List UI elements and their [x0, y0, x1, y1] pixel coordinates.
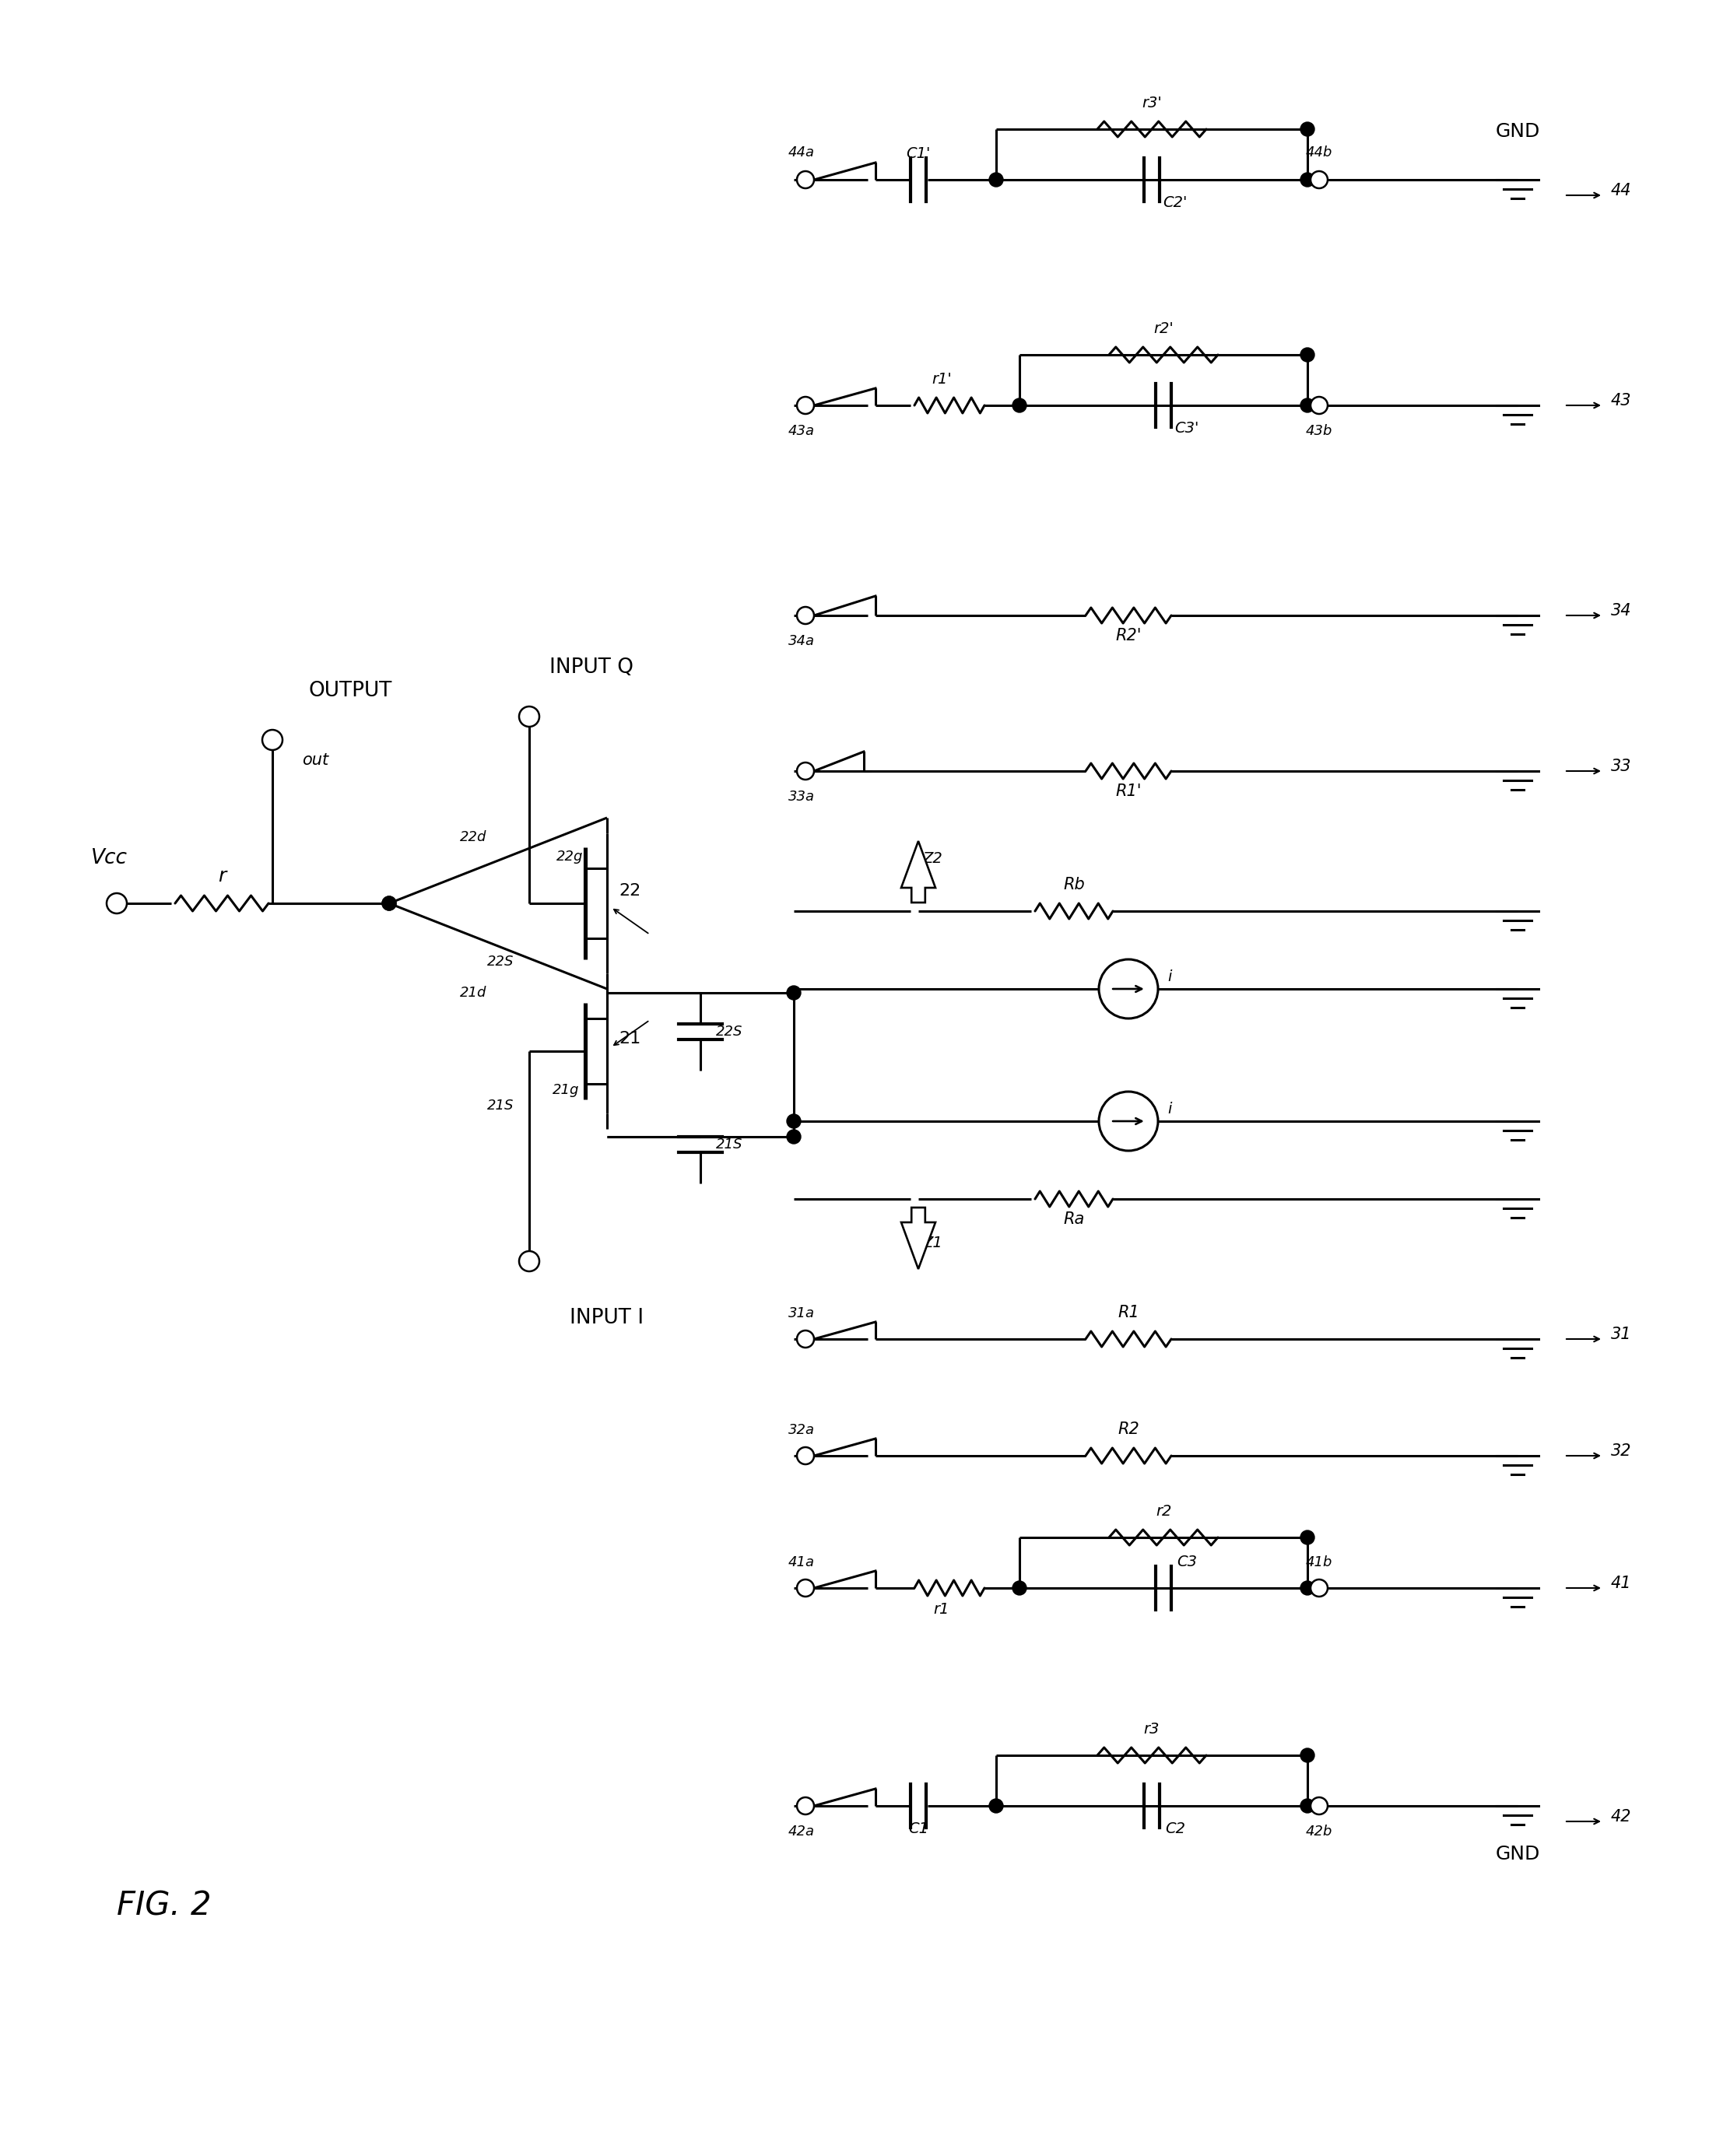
- Text: 42b: 42b: [1306, 1824, 1333, 1839]
- Circle shape: [1311, 397, 1328, 414]
- Text: 21d: 21d: [460, 985, 487, 1000]
- Text: r2': r2': [1154, 321, 1174, 336]
- Text: Z1: Z1: [923, 1235, 942, 1250]
- Text: 44a: 44a: [788, 144, 815, 160]
- Circle shape: [1301, 172, 1314, 188]
- Text: 22S: 22S: [716, 1024, 743, 1039]
- Text: 22S: 22S: [487, 955, 514, 968]
- Circle shape: [1311, 1580, 1328, 1598]
- Text: GND: GND: [1495, 123, 1540, 140]
- Text: 31: 31: [1612, 1326, 1632, 1343]
- Text: C1: C1: [907, 1822, 928, 1837]
- Text: C2': C2': [1162, 196, 1188, 209]
- Circle shape: [796, 397, 813, 414]
- Circle shape: [106, 893, 126, 914]
- Circle shape: [786, 1130, 802, 1143]
- Text: r: r: [217, 867, 226, 886]
- Circle shape: [796, 1447, 813, 1464]
- Text: 41: 41: [1612, 1576, 1632, 1591]
- Text: 42: 42: [1612, 1809, 1632, 1824]
- Text: R2: R2: [1118, 1421, 1140, 1438]
- Circle shape: [990, 1798, 1003, 1813]
- Text: out: out: [302, 752, 328, 768]
- Text: R2': R2': [1116, 627, 1142, 642]
- Text: i: i: [1167, 970, 1172, 985]
- Text: Z2: Z2: [923, 852, 942, 867]
- Text: 42a: 42a: [788, 1824, 815, 1839]
- Polygon shape: [901, 1207, 935, 1270]
- Text: OUTPUT: OUTPUT: [308, 681, 391, 701]
- Circle shape: [1301, 1580, 1314, 1595]
- Text: r3: r3: [1143, 1723, 1160, 1736]
- Text: i: i: [1167, 1102, 1172, 1117]
- Circle shape: [261, 731, 282, 750]
- Text: r3': r3': [1142, 95, 1162, 110]
- Circle shape: [520, 707, 540, 727]
- Text: Rb: Rb: [1063, 877, 1085, 893]
- Text: 33: 33: [1612, 759, 1632, 774]
- Text: R1: R1: [1118, 1304, 1140, 1319]
- Text: 33a: 33a: [788, 789, 815, 804]
- Circle shape: [1012, 399, 1027, 412]
- Text: 44b: 44b: [1306, 144, 1333, 160]
- Circle shape: [796, 763, 813, 780]
- Text: 21S: 21S: [487, 1100, 514, 1112]
- Text: 32a: 32a: [788, 1423, 815, 1438]
- Text: INPUT I: INPUT I: [571, 1309, 644, 1328]
- Text: C2: C2: [1166, 1822, 1186, 1837]
- Text: C3': C3': [1174, 420, 1200, 436]
- Circle shape: [1301, 1531, 1314, 1544]
- Text: GND: GND: [1495, 1846, 1540, 1863]
- Polygon shape: [901, 841, 935, 903]
- Circle shape: [1301, 1749, 1314, 1761]
- Circle shape: [1301, 399, 1314, 412]
- Text: 22d: 22d: [460, 830, 487, 845]
- Text: INPUT Q: INPUT Q: [549, 658, 634, 677]
- Text: 21S: 21S: [716, 1138, 743, 1151]
- Text: r1: r1: [933, 1602, 950, 1617]
- Text: 31a: 31a: [788, 1307, 815, 1319]
- Text: r2: r2: [1155, 1505, 1171, 1518]
- Circle shape: [786, 1115, 802, 1128]
- Circle shape: [1301, 1798, 1314, 1813]
- Text: 43: 43: [1612, 392, 1632, 407]
- Circle shape: [383, 897, 396, 910]
- Circle shape: [1301, 347, 1314, 362]
- Text: Vcc: Vcc: [91, 847, 126, 869]
- Text: 32: 32: [1612, 1442, 1632, 1460]
- Circle shape: [786, 985, 802, 1000]
- Circle shape: [1311, 170, 1328, 188]
- Text: 34a: 34a: [788, 634, 815, 649]
- Text: C3: C3: [1178, 1554, 1196, 1570]
- Circle shape: [1301, 123, 1314, 136]
- Text: 34: 34: [1612, 604, 1632, 619]
- Text: C1': C1': [906, 147, 930, 162]
- Text: 21g: 21g: [552, 1082, 579, 1097]
- Text: 41a: 41a: [788, 1554, 815, 1570]
- Text: 44: 44: [1612, 183, 1632, 198]
- Text: 22g: 22g: [557, 849, 583, 865]
- Circle shape: [796, 1580, 813, 1598]
- Circle shape: [796, 1330, 813, 1348]
- Circle shape: [1012, 1580, 1027, 1595]
- Circle shape: [520, 1250, 540, 1272]
- Text: FIG. 2: FIG. 2: [116, 1891, 212, 1923]
- Text: 43b: 43b: [1306, 425, 1333, 438]
- Text: 22: 22: [619, 884, 641, 899]
- Text: 43a: 43a: [788, 425, 815, 438]
- Text: 41b: 41b: [1306, 1554, 1333, 1570]
- Circle shape: [383, 897, 396, 910]
- Circle shape: [796, 170, 813, 188]
- Text: R1': R1': [1116, 783, 1142, 800]
- Text: 21: 21: [619, 1031, 641, 1046]
- Text: r1': r1': [931, 373, 952, 386]
- Circle shape: [990, 172, 1003, 188]
- Text: Ra: Ra: [1063, 1212, 1085, 1227]
- Circle shape: [796, 1798, 813, 1815]
- Circle shape: [796, 606, 813, 623]
- Circle shape: [1311, 1798, 1328, 1815]
